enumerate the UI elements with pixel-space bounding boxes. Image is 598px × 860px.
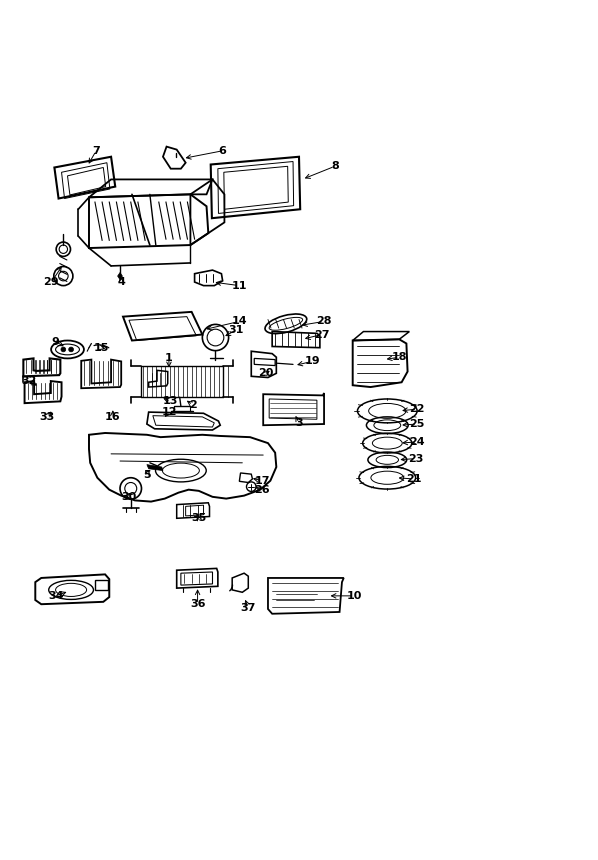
Text: 15: 15 bbox=[93, 342, 109, 353]
Text: 6: 6 bbox=[219, 146, 227, 156]
Text: 5: 5 bbox=[143, 470, 151, 480]
Text: 3: 3 bbox=[295, 418, 303, 427]
Text: 2: 2 bbox=[189, 400, 197, 410]
Text: 1: 1 bbox=[165, 353, 173, 364]
Text: 25: 25 bbox=[410, 419, 425, 429]
Polygon shape bbox=[147, 464, 163, 470]
Polygon shape bbox=[118, 273, 123, 280]
Text: 22: 22 bbox=[410, 404, 425, 415]
Text: 4: 4 bbox=[117, 277, 125, 287]
Text: 34: 34 bbox=[48, 591, 63, 601]
Text: 13: 13 bbox=[163, 396, 178, 407]
Text: 30: 30 bbox=[121, 492, 136, 502]
Text: 20: 20 bbox=[258, 368, 274, 378]
Text: 17: 17 bbox=[254, 476, 270, 486]
Text: 32: 32 bbox=[22, 376, 37, 386]
Text: 31: 31 bbox=[228, 325, 244, 335]
Text: 16: 16 bbox=[105, 412, 121, 422]
Text: 7: 7 bbox=[92, 146, 100, 156]
Text: 28: 28 bbox=[316, 316, 332, 327]
Text: 24: 24 bbox=[409, 437, 425, 447]
Text: 23: 23 bbox=[408, 453, 423, 464]
Text: 18: 18 bbox=[392, 353, 407, 362]
Text: 12: 12 bbox=[161, 407, 176, 417]
Text: 26: 26 bbox=[254, 485, 270, 494]
Text: 37: 37 bbox=[240, 603, 256, 613]
Text: 14: 14 bbox=[231, 316, 247, 327]
Text: 27: 27 bbox=[314, 329, 329, 340]
Text: 36: 36 bbox=[190, 599, 205, 609]
Text: 21: 21 bbox=[406, 474, 422, 484]
Text: 33: 33 bbox=[39, 412, 55, 422]
Text: 11: 11 bbox=[231, 280, 247, 291]
Text: 9: 9 bbox=[51, 337, 60, 347]
Text: 19: 19 bbox=[304, 356, 320, 366]
Text: 10: 10 bbox=[346, 591, 362, 601]
Text: 35: 35 bbox=[191, 513, 206, 523]
Circle shape bbox=[61, 347, 66, 352]
Circle shape bbox=[69, 347, 74, 352]
Text: 8: 8 bbox=[331, 162, 338, 171]
Text: 29: 29 bbox=[44, 277, 59, 287]
